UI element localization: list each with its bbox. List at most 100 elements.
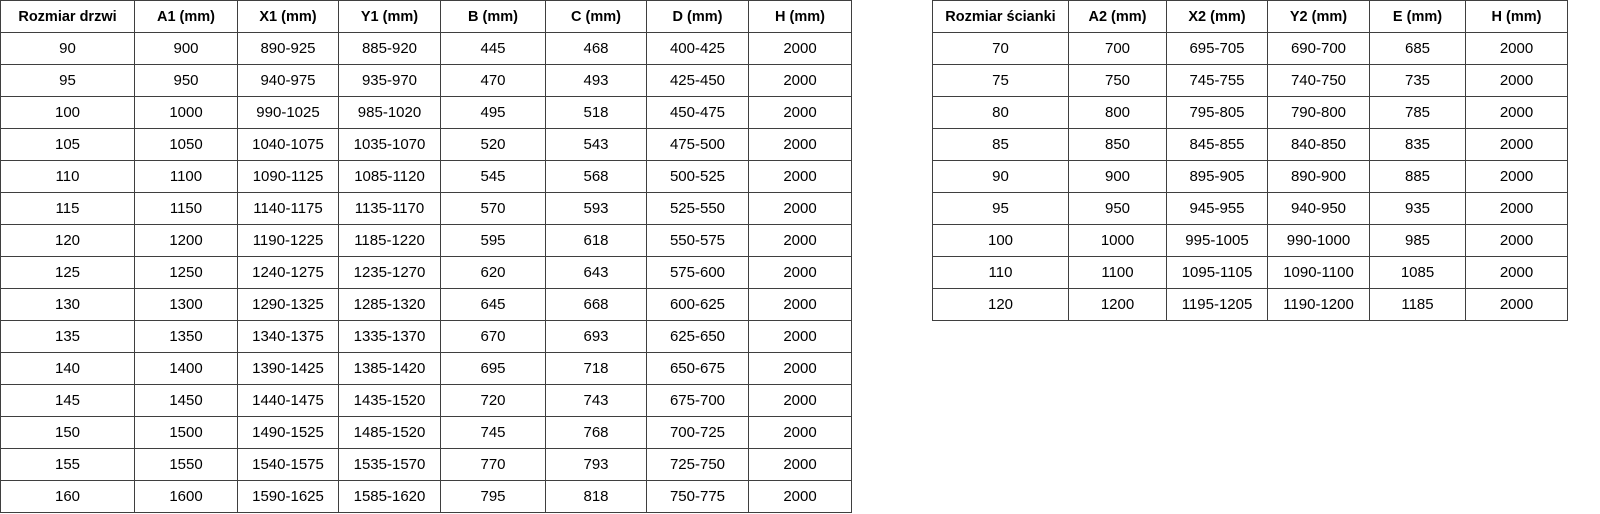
table-cell: 568 [545,160,647,193]
table-cell: 2000 [1465,256,1568,289]
table-cell: 1185 [1369,288,1466,321]
table-cell: 1535-1570 [338,448,441,481]
table-cell: 750-775 [646,480,749,513]
table-cell: 518 [545,96,647,129]
table-cell: 543 [545,128,647,161]
table-row: 125 1250 1240-1275 1235-1270 620 643 575-600 20… [0,256,852,289]
table-cell: 495 [440,96,546,129]
column-header: D (mm) [646,0,749,33]
table-cell: 940-950 [1267,192,1370,225]
table-cell: 650-675 [646,352,749,385]
doors-dimensions-table: Rozmiar drzwi A1 (mm) X1 (mm) Y1 (mm) B (mm)… [0,0,852,513]
table-cell: 575-600 [646,256,749,289]
table-cell: 2000 [748,32,852,65]
table-cell: 1000 [1068,224,1167,257]
table-cell: 1550 [134,448,238,481]
table-cell: 1290-1325 [237,288,339,321]
table-cell: 425-450 [646,64,749,97]
table-cell: 900 [1068,160,1167,193]
table-row: 135 1350 1340-1375 1335-1370 670 693 625-650 20… [0,320,852,353]
table-cell: 625-650 [646,320,749,353]
row-size-cell: 155 [0,448,135,481]
table-cell: 2000 [748,288,852,321]
table-row: 120 1200 1190-1225 1185-1220 595 618 550-575 20… [0,224,852,257]
table-cell: 1285-1320 [338,288,441,321]
row-size-cell: 140 [0,352,135,385]
row-size-cell: 75 [932,64,1069,97]
column-header: X1 (mm) [237,0,339,33]
table-cell: 643 [545,256,647,289]
table-cell: 1190-1200 [1267,288,1370,321]
table-cell: 2000 [1465,128,1568,161]
table-body: 70 700 695-705 690-700 685 2000 75 750 745-755 74… [932,32,1568,321]
table-cell: 1585-1620 [338,480,441,513]
table-cell: 570 [440,192,546,225]
table-row: 160 1600 1590-1625 1585-1620 795 818 750-775 20… [0,480,852,513]
table-header-row: Rozmiar ścianki A2 (mm) X2 (mm) Y2 (mm) E (m… [932,0,1568,33]
table-cell: 1600 [134,480,238,513]
table-cell: 2000 [748,448,852,481]
table-cell: 468 [545,32,647,65]
row-size-cell: 95 [0,64,135,97]
table-cell: 995-1005 [1166,224,1268,257]
table-cell: 750 [1068,64,1167,97]
table-cell: 520 [440,128,546,161]
table-cell: 2000 [748,192,852,225]
table-cell: 1140-1175 [237,192,339,225]
table-cell: 1085 [1369,256,1466,289]
table-cell: 835 [1369,128,1466,161]
table-cell: 2000 [1465,288,1568,321]
table-cell: 1435-1520 [338,384,441,417]
table-cell: 900 [134,32,238,65]
table-cell: 1040-1075 [237,128,339,161]
table-row: 100 1000 995-1005 990-1000 985 2000 [932,224,1568,257]
row-size-cell: 120 [0,224,135,257]
table-cell: 690-700 [1267,32,1370,65]
table-row: 150 1500 1490-1525 1485-1520 745 768 700-725 20… [0,416,852,449]
table-cell: 735 [1369,64,1466,97]
column-header: A2 (mm) [1068,0,1167,33]
table-cell: 890-925 [237,32,339,65]
row-size-cell: 110 [932,256,1069,289]
table-cell: 1235-1270 [338,256,441,289]
table-cell: 950 [134,64,238,97]
table-cell: 2000 [748,256,852,289]
row-size-cell: 95 [932,192,1069,225]
table-cell: 600-625 [646,288,749,321]
table-cell: 475-500 [646,128,749,161]
table-cell: 990-1025 [237,96,339,129]
table-header-row: Rozmiar drzwi A1 (mm) X1 (mm) Y1 (mm) B (mm)… [0,0,852,33]
table-cell: 695 [440,352,546,385]
table-cell: 1400 [134,352,238,385]
table-cell: 2000 [748,384,852,417]
table-cell: 1195-1205 [1166,288,1268,321]
row-size-cell: 115 [0,192,135,225]
table-cell: 618 [545,224,647,257]
row-size-cell: 105 [0,128,135,161]
table-cell: 2000 [748,128,852,161]
table-cell: 740-750 [1267,64,1370,97]
table-cell: 1500 [134,416,238,449]
table-cell: 493 [545,64,647,97]
table-cell: 2000 [748,480,852,513]
table-cell: 795-805 [1166,96,1268,129]
table-cell: 675-700 [646,384,749,417]
table-cell: 940-975 [237,64,339,97]
table-cell: 693 [545,320,647,353]
table-row: 95 950 940-975 935-970 470 493 425-450 2000 [0,64,852,97]
table-row: 90 900 890-925 885-920 445 468 400-425 2000 [0,32,852,65]
table-row: 70 700 695-705 690-700 685 2000 [932,32,1568,65]
table-cell: 645 [440,288,546,321]
table-cell: 1035-1070 [338,128,441,161]
table-cell: 2000 [748,352,852,385]
row-size-cell: 125 [0,256,135,289]
table-body: 90 900 890-925 885-920 445 468 400-425 2000 95 95… [0,32,852,513]
table-cell: 670 [440,320,546,353]
table-cell: 793 [545,448,647,481]
table-cell: 890-900 [1267,160,1370,193]
table-cell: 595 [440,224,546,257]
table-row: 100 1000 990-1025 985-1020 495 518 450-475 2000 [0,96,852,129]
table-cell: 1090-1100 [1267,256,1370,289]
table-cell: 1350 [134,320,238,353]
